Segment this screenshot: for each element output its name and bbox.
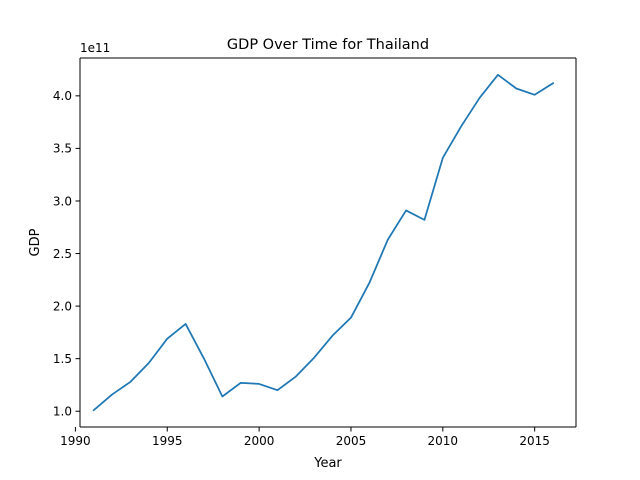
y-tick-label: 1.5 (53, 352, 72, 366)
x-tick-label: 1990 (60, 434, 91, 448)
y-axis-label: GDP (28, 228, 43, 256)
y-axis-offset-text: 1e11 (80, 41, 110, 55)
plot-content (92, 73, 555, 412)
chart-title: GDP Over Time for Thailand (227, 37, 429, 53)
x-tick-label: 2010 (428, 434, 459, 448)
x-axis-label: Year (313, 456, 342, 471)
y-tick-label: 2.5 (53, 247, 72, 261)
x-tick-label: 2000 (244, 434, 275, 448)
y-tick-label: 4.0 (53, 89, 72, 103)
x-tick-label: 2015 (519, 434, 550, 448)
y-tick-label: 2.0 (53, 299, 72, 313)
y-tick-label: 1.0 (53, 405, 72, 419)
plot-area (80, 58, 576, 427)
x-tick-label: 1995 (152, 434, 183, 448)
y-tick-label: 3.0 (53, 194, 72, 208)
x-tick-label: 2005 (336, 434, 367, 448)
series-line-0 (92, 73, 555, 412)
y-axis-ticks: 1.0 1.5 2.0 2.5 3.0 3.5 4.0 (53, 89, 80, 419)
y-tick-label: 3.5 (53, 142, 72, 156)
axes-spines (79, 57, 577, 428)
x-axis-ticks: 1990 1995 2000 2005 2010 2015 (60, 427, 550, 448)
